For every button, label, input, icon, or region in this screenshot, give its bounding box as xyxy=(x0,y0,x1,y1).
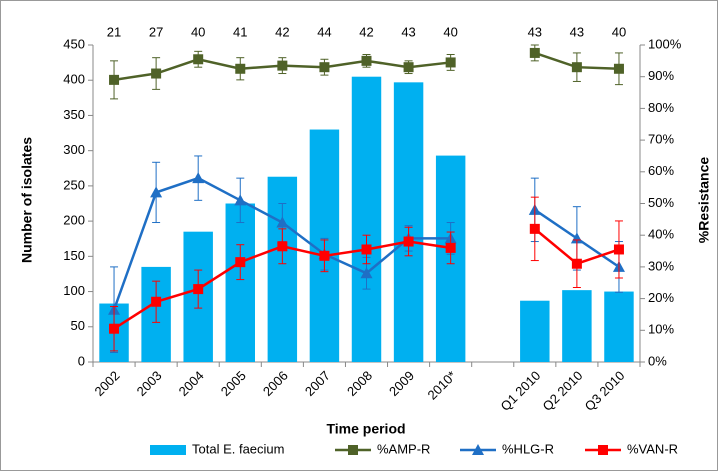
bar xyxy=(520,300,550,362)
line-marker xyxy=(361,244,372,255)
bar xyxy=(604,291,634,362)
count-label: 43 xyxy=(570,24,584,39)
y2-tick-label: 90% xyxy=(648,68,674,83)
legend-marker xyxy=(348,445,358,455)
count-label: 27 xyxy=(149,24,163,39)
line-marker xyxy=(109,323,120,334)
legend-marker xyxy=(598,445,608,455)
y2-tick-label: 40% xyxy=(648,227,674,242)
legend-marker xyxy=(472,444,484,455)
line-marker xyxy=(193,284,204,295)
y-tick-label: 300 xyxy=(63,142,85,157)
line-marker xyxy=(277,60,288,71)
y2-tick-label: 30% xyxy=(648,258,674,273)
line-marker xyxy=(192,172,205,184)
y2-tick-label: 60% xyxy=(648,163,674,178)
count-label: 43 xyxy=(401,24,415,39)
x-axis-title: Time period xyxy=(326,421,405,437)
line-marker xyxy=(319,250,330,261)
legend-label: %AMP-R xyxy=(377,441,430,456)
y-tick-label: 400 xyxy=(63,72,85,87)
bar xyxy=(225,203,255,362)
y-axis-title: Number of isolates xyxy=(19,137,35,263)
count-label: 40 xyxy=(443,24,457,39)
line-marker xyxy=(277,241,288,252)
y2-tick-label: 20% xyxy=(648,290,674,305)
y-tick-label: 100 xyxy=(63,283,85,298)
line-marker xyxy=(234,194,247,206)
count-label: 44 xyxy=(317,24,331,39)
line-marker xyxy=(613,244,624,255)
line-marker xyxy=(613,63,624,74)
line-marker xyxy=(403,62,414,73)
line-marker xyxy=(360,267,373,279)
line-marker xyxy=(109,74,120,85)
legend-label: %VAN-R xyxy=(627,441,678,456)
line-marker xyxy=(150,186,163,198)
bar xyxy=(562,290,592,362)
line-marker xyxy=(570,232,583,244)
count-label: 43 xyxy=(528,24,542,39)
bar xyxy=(351,76,382,362)
line-marker xyxy=(445,57,456,68)
y2-tick-label: 100% xyxy=(648,36,682,51)
line-marker xyxy=(151,68,162,79)
line-marker xyxy=(403,236,414,247)
count-label: 40 xyxy=(191,24,205,39)
y-tick-label: 250 xyxy=(63,177,85,192)
legend-swatch xyxy=(150,445,186,455)
y2-tick-label: 0% xyxy=(648,353,667,368)
count-label: 40 xyxy=(612,24,626,39)
y-tick-label: 150 xyxy=(63,248,85,263)
line-marker xyxy=(529,223,540,234)
y-tick-label: 50 xyxy=(71,318,85,333)
count-label: 42 xyxy=(359,24,373,39)
line-marker xyxy=(235,63,246,74)
line-marker xyxy=(276,216,289,228)
line-marker xyxy=(529,47,540,58)
bar xyxy=(393,82,424,362)
y2-tick-label: 10% xyxy=(648,322,674,337)
line-marker xyxy=(361,55,372,66)
y-tick-label: 200 xyxy=(63,213,85,228)
line-marker xyxy=(193,54,204,65)
line-marker xyxy=(319,62,330,73)
y2-tick-label: 80% xyxy=(648,100,674,115)
y2-tick-label: 70% xyxy=(648,132,674,147)
y-tick-label: 350 xyxy=(63,107,85,122)
line-marker xyxy=(571,62,582,73)
y2-tick-label: 50% xyxy=(648,195,674,210)
legend-label: %HLG-R xyxy=(502,441,554,456)
y-tick-label: 450 xyxy=(63,36,85,51)
legend-label: Total E. faecium xyxy=(192,441,285,456)
line-marker xyxy=(235,257,246,268)
y-tick-label: 0 xyxy=(78,353,85,368)
line-marker xyxy=(151,296,162,307)
count-label: 41 xyxy=(233,24,247,39)
line-marker xyxy=(571,258,582,269)
count-label: 42 xyxy=(275,24,289,39)
y2-axis-title: %Resistance xyxy=(696,157,712,244)
count-label: 21 xyxy=(107,24,121,39)
line-marker xyxy=(445,242,456,253)
